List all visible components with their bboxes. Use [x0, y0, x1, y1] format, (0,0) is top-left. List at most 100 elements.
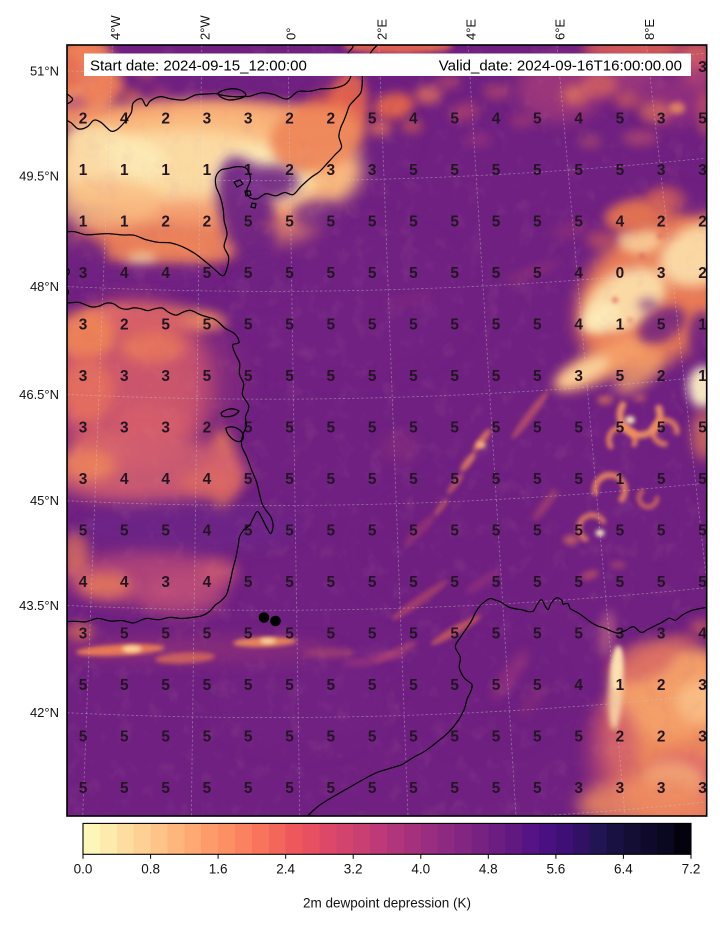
svg-text:5: 5: [698, 574, 707, 591]
svg-text:4°E: 4°E: [464, 19, 479, 40]
svg-text:2: 2: [616, 729, 625, 746]
svg-text:5: 5: [657, 420, 666, 437]
svg-text:5: 5: [327, 265, 336, 282]
svg-text:5: 5: [533, 317, 542, 334]
svg-text:2: 2: [161, 111, 170, 128]
svg-text:5: 5: [120, 626, 129, 643]
svg-text:3: 3: [657, 162, 666, 179]
svg-text:5: 5: [492, 677, 501, 694]
svg-text:5: 5: [450, 780, 459, 797]
svg-text:5: 5: [409, 523, 418, 540]
svg-text:5: 5: [492, 265, 501, 282]
svg-text:5: 5: [616, 111, 625, 128]
svg-text:5: 5: [533, 574, 542, 591]
svg-text:4: 4: [79, 574, 88, 591]
svg-text:5: 5: [533, 523, 542, 540]
svg-text:4: 4: [616, 214, 625, 231]
svg-text:3: 3: [244, 111, 253, 128]
svg-text:5: 5: [450, 111, 459, 128]
svg-text:5: 5: [161, 780, 170, 797]
svg-text:4: 4: [120, 111, 129, 128]
svg-text:5: 5: [450, 265, 459, 282]
svg-text:5: 5: [492, 780, 501, 797]
svg-text:3: 3: [657, 111, 666, 128]
svg-text:1: 1: [120, 214, 129, 231]
svg-text:5: 5: [161, 677, 170, 694]
svg-text:3: 3: [203, 111, 212, 128]
svg-text:5: 5: [285, 677, 294, 694]
svg-text:3: 3: [79, 626, 88, 643]
svg-text:5: 5: [327, 523, 336, 540]
svg-text:5: 5: [574, 729, 583, 746]
svg-text:5: 5: [409, 162, 418, 179]
svg-text:5: 5: [409, 317, 418, 334]
svg-text:4: 4: [120, 471, 129, 488]
svg-text:4: 4: [574, 677, 583, 694]
svg-text:5: 5: [492, 420, 501, 437]
svg-text:5: 5: [285, 780, 294, 797]
svg-text:5: 5: [368, 729, 377, 746]
svg-text:3: 3: [698, 677, 707, 694]
svg-text:0: 0: [616, 265, 625, 282]
svg-text:5: 5: [161, 626, 170, 643]
svg-text:2m dewpoint depression (K): 2m dewpoint depression (K): [303, 896, 471, 911]
svg-text:5: 5: [368, 111, 377, 128]
svg-text:5: 5: [450, 420, 459, 437]
svg-text:5: 5: [450, 162, 459, 179]
svg-text:5: 5: [450, 729, 459, 746]
svg-text:5: 5: [574, 471, 583, 488]
svg-text:5: 5: [285, 420, 294, 437]
svg-text:5: 5: [327, 420, 336, 437]
svg-text:4: 4: [698, 626, 707, 643]
svg-text:4: 4: [409, 111, 418, 128]
svg-text:5: 5: [409, 677, 418, 694]
svg-text:5: 5: [285, 626, 294, 643]
svg-text:5: 5: [161, 729, 170, 746]
svg-text:1: 1: [120, 162, 129, 179]
svg-text:3: 3: [79, 471, 88, 488]
svg-text:5: 5: [327, 626, 336, 643]
svg-text:5: 5: [409, 420, 418, 437]
svg-text:4: 4: [161, 471, 170, 488]
svg-text:2°W: 2°W: [198, 15, 213, 40]
svg-text:5: 5: [244, 471, 253, 488]
svg-text:3: 3: [368, 162, 377, 179]
svg-text:4: 4: [574, 317, 583, 334]
svg-text:5: 5: [492, 626, 501, 643]
svg-text:Valid_date: 2024-09-16T16:00:0: Valid_date: 2024-09-16T16:00:00.00: [439, 58, 682, 75]
svg-text:0.0: 0.0: [74, 861, 93, 876]
svg-text:6.4: 6.4: [614, 861, 633, 876]
svg-text:5: 5: [368, 523, 377, 540]
svg-text:43.5°N: 43.5°N: [19, 598, 59, 613]
svg-text:1: 1: [698, 317, 707, 334]
svg-text:5: 5: [450, 677, 459, 694]
svg-text:2.4: 2.4: [276, 861, 295, 876]
svg-text:5: 5: [285, 368, 294, 385]
svg-text:5: 5: [285, 214, 294, 231]
svg-text:3: 3: [657, 626, 666, 643]
svg-text:2: 2: [657, 729, 666, 746]
svg-text:5: 5: [450, 574, 459, 591]
svg-text:3: 3: [616, 626, 625, 643]
svg-text:5: 5: [79, 780, 88, 797]
svg-text:5: 5: [533, 214, 542, 231]
svg-text:5: 5: [409, 780, 418, 797]
svg-text:5: 5: [327, 677, 336, 694]
svg-text:5: 5: [368, 265, 377, 282]
svg-text:5: 5: [533, 626, 542, 643]
svg-text:5: 5: [574, 162, 583, 179]
svg-text:5: 5: [368, 626, 377, 643]
svg-text:46.5°N: 46.5°N: [19, 387, 59, 402]
svg-text:5: 5: [616, 368, 625, 385]
svg-text:3: 3: [657, 265, 666, 282]
svg-text:1: 1: [616, 677, 625, 694]
svg-text:2: 2: [285, 162, 294, 179]
svg-text:7.2: 7.2: [682, 861, 701, 876]
svg-text:5: 5: [574, 523, 583, 540]
svg-text:49.5°N: 49.5°N: [19, 168, 59, 183]
svg-text:0°: 0°: [284, 28, 299, 40]
svg-text:5: 5: [244, 574, 253, 591]
svg-text:3.2: 3.2: [344, 861, 363, 876]
svg-text:2: 2: [657, 677, 666, 694]
svg-text:5: 5: [574, 574, 583, 591]
